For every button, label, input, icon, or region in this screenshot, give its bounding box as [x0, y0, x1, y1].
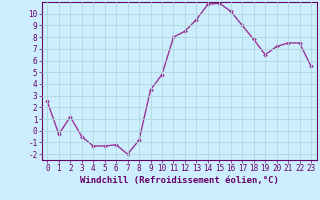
- X-axis label: Windchill (Refroidissement éolien,°C): Windchill (Refroidissement éolien,°C): [80, 176, 279, 185]
